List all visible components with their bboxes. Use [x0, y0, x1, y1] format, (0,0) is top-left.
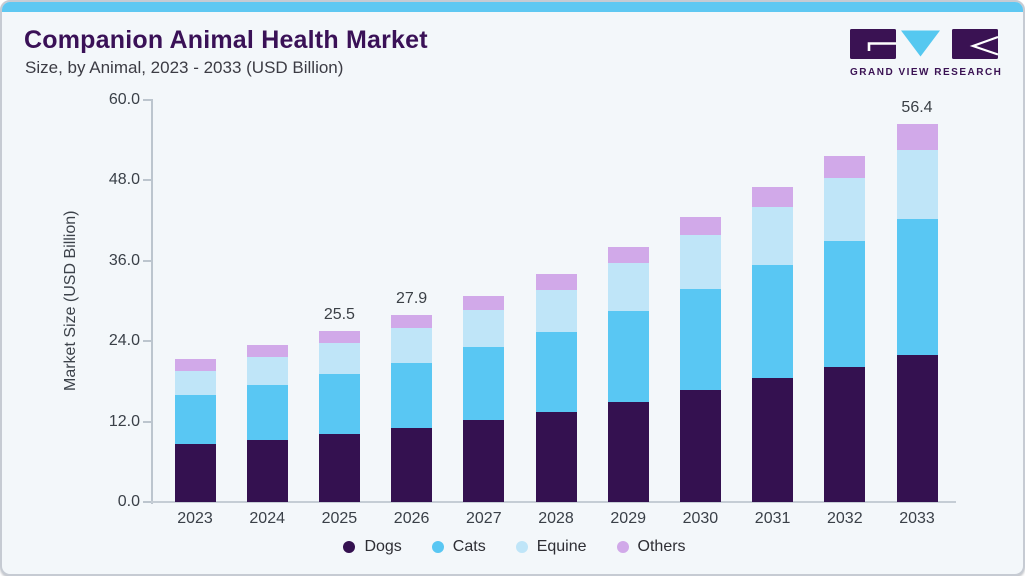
bar-segment-equine [535, 290, 577, 332]
bar-value-label: 27.9 [396, 290, 428, 308]
y-axis-title: Market Size (USD Billion) [62, 210, 79, 392]
y-tick-label: 60.0 [108, 91, 140, 108]
y-tick-mark [143, 99, 151, 101]
legend-item-dogs: Dogs [343, 538, 402, 556]
bar-segment-others [535, 274, 577, 290]
bar-segment-dogs [824, 367, 866, 502]
bar-segment-equine [318, 343, 360, 374]
x-tick-label: 2031 [754, 510, 791, 527]
bar-segment-others [607, 247, 649, 263]
bar-segment-others [679, 217, 721, 235]
y-tick-mark [143, 501, 151, 503]
legend-label: Others [637, 538, 686, 555]
bar-segment-others [174, 359, 216, 371]
x-tick-label: 2024 [249, 510, 285, 527]
bar-segment-others [246, 345, 288, 357]
y-tick-mark [143, 259, 151, 262]
bar-segment-others [463, 296, 505, 310]
x-tick-label: 2029 [610, 510, 646, 527]
bar-segment-others [318, 331, 360, 343]
bar-segment-dogs [463, 420, 505, 502]
legend-swatch-cats [431, 541, 444, 553]
gvr-logo: GRAND VIEW RESEARCH [850, 29, 1003, 78]
legend-item-cats: Cats [431, 538, 486, 556]
legend-label: Dogs [364, 538, 402, 555]
bar-segment-equine [896, 150, 938, 219]
x-tick-label: 2023 [177, 510, 213, 527]
bar-segment-dogs [174, 444, 216, 502]
chart-title: Companion Animal Health Market [24, 26, 428, 54]
bar-segment-others [824, 156, 866, 178]
x-tick-label: 2032 [827, 510, 863, 527]
x-tick-label: 2033 [899, 510, 935, 527]
bar-segment-cats [607, 311, 649, 402]
y-tick-mark [143, 340, 151, 343]
bar-segment-dogs [896, 355, 938, 502]
x-tick-label: 2028 [538, 510, 574, 527]
bar-segment-dogs [679, 390, 721, 502]
bar-segment-others [752, 187, 794, 207]
bar-segment-cats [824, 241, 866, 367]
bar-segment-equine [752, 207, 794, 265]
legend-item-others: Others [616, 538, 686, 556]
bar-segment-dogs [391, 428, 433, 502]
legend-swatch-equine [515, 541, 528, 553]
bar-segment-cats [535, 332, 577, 412]
bar-segment-cats [318, 374, 360, 434]
x-axis-line [151, 501, 956, 503]
y-tick-label: 24.0 [108, 332, 140, 350]
x-tick-label: 2025 [321, 510, 358, 527]
y-tick-label: 12.0 [108, 412, 140, 430]
bar-segment-cats [246, 385, 288, 440]
y-tick-mark [143, 420, 151, 423]
gvr-logo-icon [850, 29, 999, 59]
bar-segment-dogs [607, 402, 649, 502]
bar-segment-dogs [535, 412, 577, 502]
legend-label: Cats [452, 538, 486, 555]
bar-segment-equine [679, 235, 721, 289]
legend-swatch-others [616, 541, 629, 553]
bar-segment-cats [463, 347, 505, 420]
bar-segment-equine [391, 328, 433, 363]
bar-segment-cats [679, 289, 721, 390]
y-axis-line [151, 99, 153, 504]
x-tick-label: 2030 [682, 510, 719, 527]
y-tick-label: 48.0 [108, 171, 140, 189]
bar-segment-dogs [246, 440, 288, 502]
bar-segment-cats [391, 363, 433, 428]
legend-label: Equine [536, 538, 587, 555]
top-accent-bar [2, 2, 1023, 12]
bar-segment-equine [174, 371, 216, 395]
bar-segment-cats [174, 395, 216, 444]
bar-segment-dogs [318, 434, 360, 502]
chart-subtitle: Size, by Animal, 2023 - 2033 (USD Billio… [25, 58, 344, 77]
x-tick-label: 2026 [393, 510, 430, 527]
y-tick-label: 0.0 [117, 493, 140, 510]
legend: Dogs Cats Equine Others [2, 538, 1023, 556]
bar-value-label: 25.5 [323, 306, 355, 324]
bar-segment-others [391, 315, 433, 328]
bar-segment-others [896, 124, 938, 150]
gvr-logo-text: GRAND VIEW RESEARCH [850, 67, 1003, 78]
legend-item-equine: Equine [515, 538, 587, 556]
bar-segment-cats [896, 219, 938, 355]
bar-segment-equine [246, 357, 288, 385]
legend-swatch-dogs [343, 541, 356, 553]
bar-value-label: 56.4 [901, 99, 933, 117]
x-tick-label: 2027 [466, 510, 502, 527]
y-tick-mark [143, 179, 151, 182]
bar-segment-equine [824, 178, 866, 241]
bar-segment-dogs [752, 378, 794, 502]
bar-segment-equine [463, 310, 505, 347]
bar-segment-cats [752, 265, 794, 378]
y-tick-label: 36.0 [108, 251, 140, 269]
bar-segment-equine [607, 263, 649, 311]
